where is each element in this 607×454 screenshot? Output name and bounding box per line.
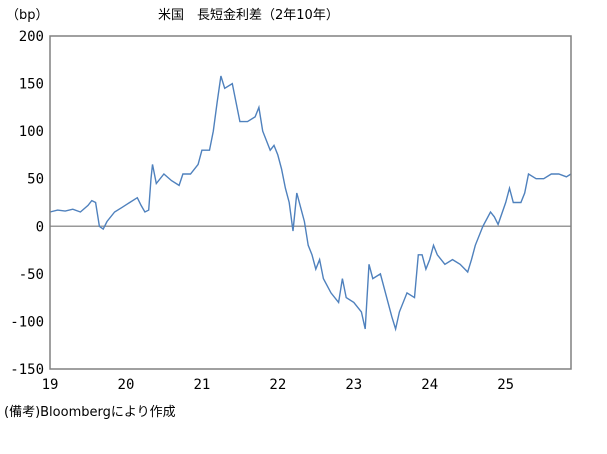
x-tick-label: 25 — [497, 377, 514, 393]
y-tick-label: 50 — [27, 172, 44, 188]
y-tick-label: 200 — [19, 29, 44, 45]
series-line — [49, 75, 572, 332]
y-tick-label: -50 — [19, 267, 44, 283]
x-tick-label: 22 — [269, 377, 286, 393]
y-tick-label: 150 — [19, 77, 44, 93]
x-tick-label: 24 — [421, 377, 438, 393]
y-tick-label: -100 — [10, 314, 44, 330]
chart-title: 米国 長短金利差（2年10年） — [158, 7, 339, 23]
y-tick-label: 100 — [19, 124, 44, 140]
x-tick-label: 23 — [345, 377, 362, 393]
x-tick-label: 19 — [42, 377, 59, 393]
y-tick-label: -150 — [10, 362, 44, 378]
plot-frame — [49, 35, 572, 370]
x-tick-label: 21 — [193, 377, 210, 393]
y-tick-label: 0 — [36, 219, 44, 235]
x-tick-label: 20 — [118, 377, 135, 393]
y-axis-unit-label: （bp） — [6, 8, 49, 23]
source-note: (備考)Bloombergにより作成 — [4, 404, 176, 420]
